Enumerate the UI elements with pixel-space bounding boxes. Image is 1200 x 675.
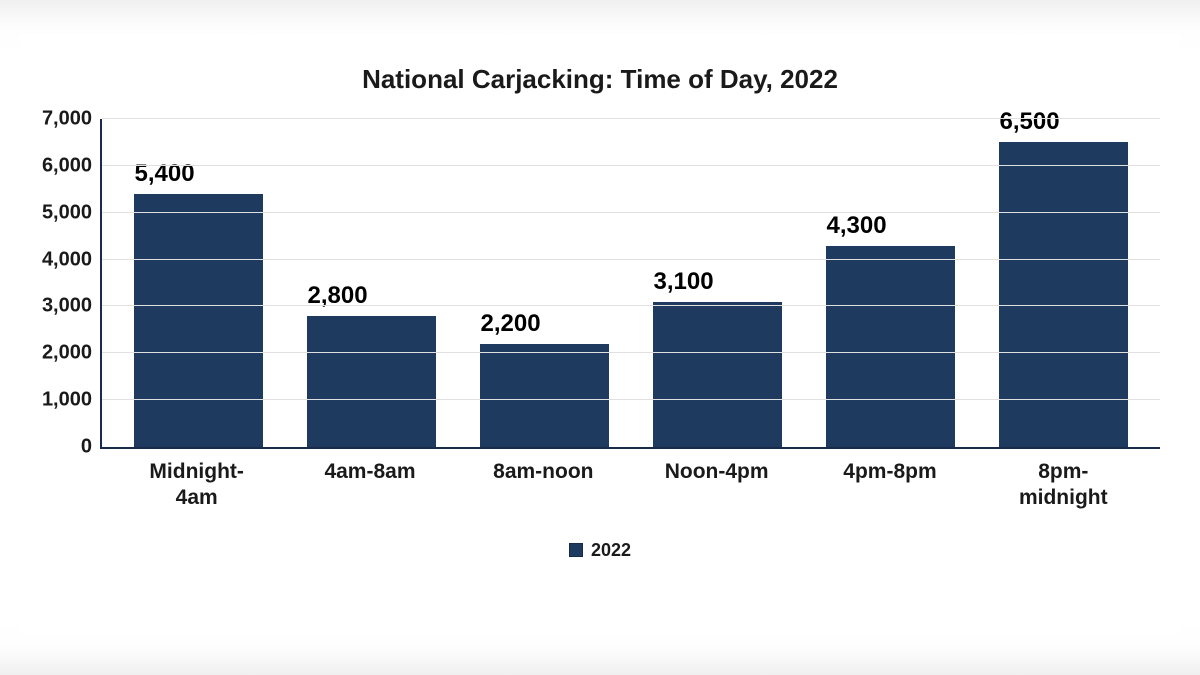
bar: 5,400 (134, 194, 262, 447)
bar: 2,800 (307, 316, 435, 447)
bar: 4,300 (826, 246, 954, 447)
bar-value-label: 2,200 (480, 310, 540, 338)
gridline (102, 352, 1160, 353)
legend-label: 2022 (591, 540, 631, 561)
y-tick-label: 3,000 (42, 295, 102, 318)
bar-column: 2,200 (458, 119, 631, 447)
gridline (102, 259, 1160, 260)
bar-value-label: 3,100 (653, 268, 713, 296)
legend: 2022 (20, 540, 1180, 561)
x-tick-label: 4am-8am (283, 459, 456, 512)
y-tick-label: 0 (81, 436, 102, 459)
gridline (102, 165, 1160, 166)
x-tick-label: Midnight-4am (110, 459, 283, 512)
bar-value-label: 4,300 (826, 212, 886, 240)
x-tick-label: 4pm-8pm (803, 459, 976, 512)
bar: 3,100 (653, 302, 781, 447)
x-tick-label: 8am-noon (457, 459, 630, 512)
chart-title: National Carjacking: Time of Day, 2022 (20, 34, 1180, 119)
y-tick-label: 2,000 (42, 342, 102, 365)
x-axis-labels: Midnight-4am4am-8am8am-noonNoon-4pm4pm-8… (100, 449, 1160, 512)
y-tick-label: 5,000 (42, 201, 102, 224)
gridline (102, 399, 1160, 400)
y-tick-label: 6,000 (42, 154, 102, 177)
gridline (102, 118, 1160, 119)
gridline (102, 305, 1160, 306)
x-tick-label: Noon-4pm (630, 459, 803, 512)
legend-swatch (569, 543, 583, 557)
plot-area: 5,4002,8002,2003,1004,3006,500 01,0002,0… (100, 119, 1160, 449)
y-tick-label: 4,000 (42, 248, 102, 271)
bar-column: 4,300 (804, 119, 977, 447)
x-tick-label: 8pm-midnight (977, 459, 1150, 512)
y-tick-label: 7,000 (42, 108, 102, 131)
gridline (102, 212, 1160, 213)
y-tick-label: 1,000 (42, 389, 102, 412)
bar-column: 6,500 (977, 119, 1150, 447)
bar-column: 3,100 (631, 119, 804, 447)
bar-column: 5,400 (112, 119, 285, 447)
bars-group: 5,400 2,800 2,200 3,100 4,300 6,500 (102, 119, 1160, 447)
bar-value-label: 6,500 (999, 108, 1059, 136)
bar-column: 2,800 (285, 119, 458, 447)
chart-container: National Carjacking: Time of Day, 2022 5… (20, 34, 1180, 634)
bar: 2,200 (480, 344, 608, 447)
bar: 6,500 (999, 142, 1127, 447)
